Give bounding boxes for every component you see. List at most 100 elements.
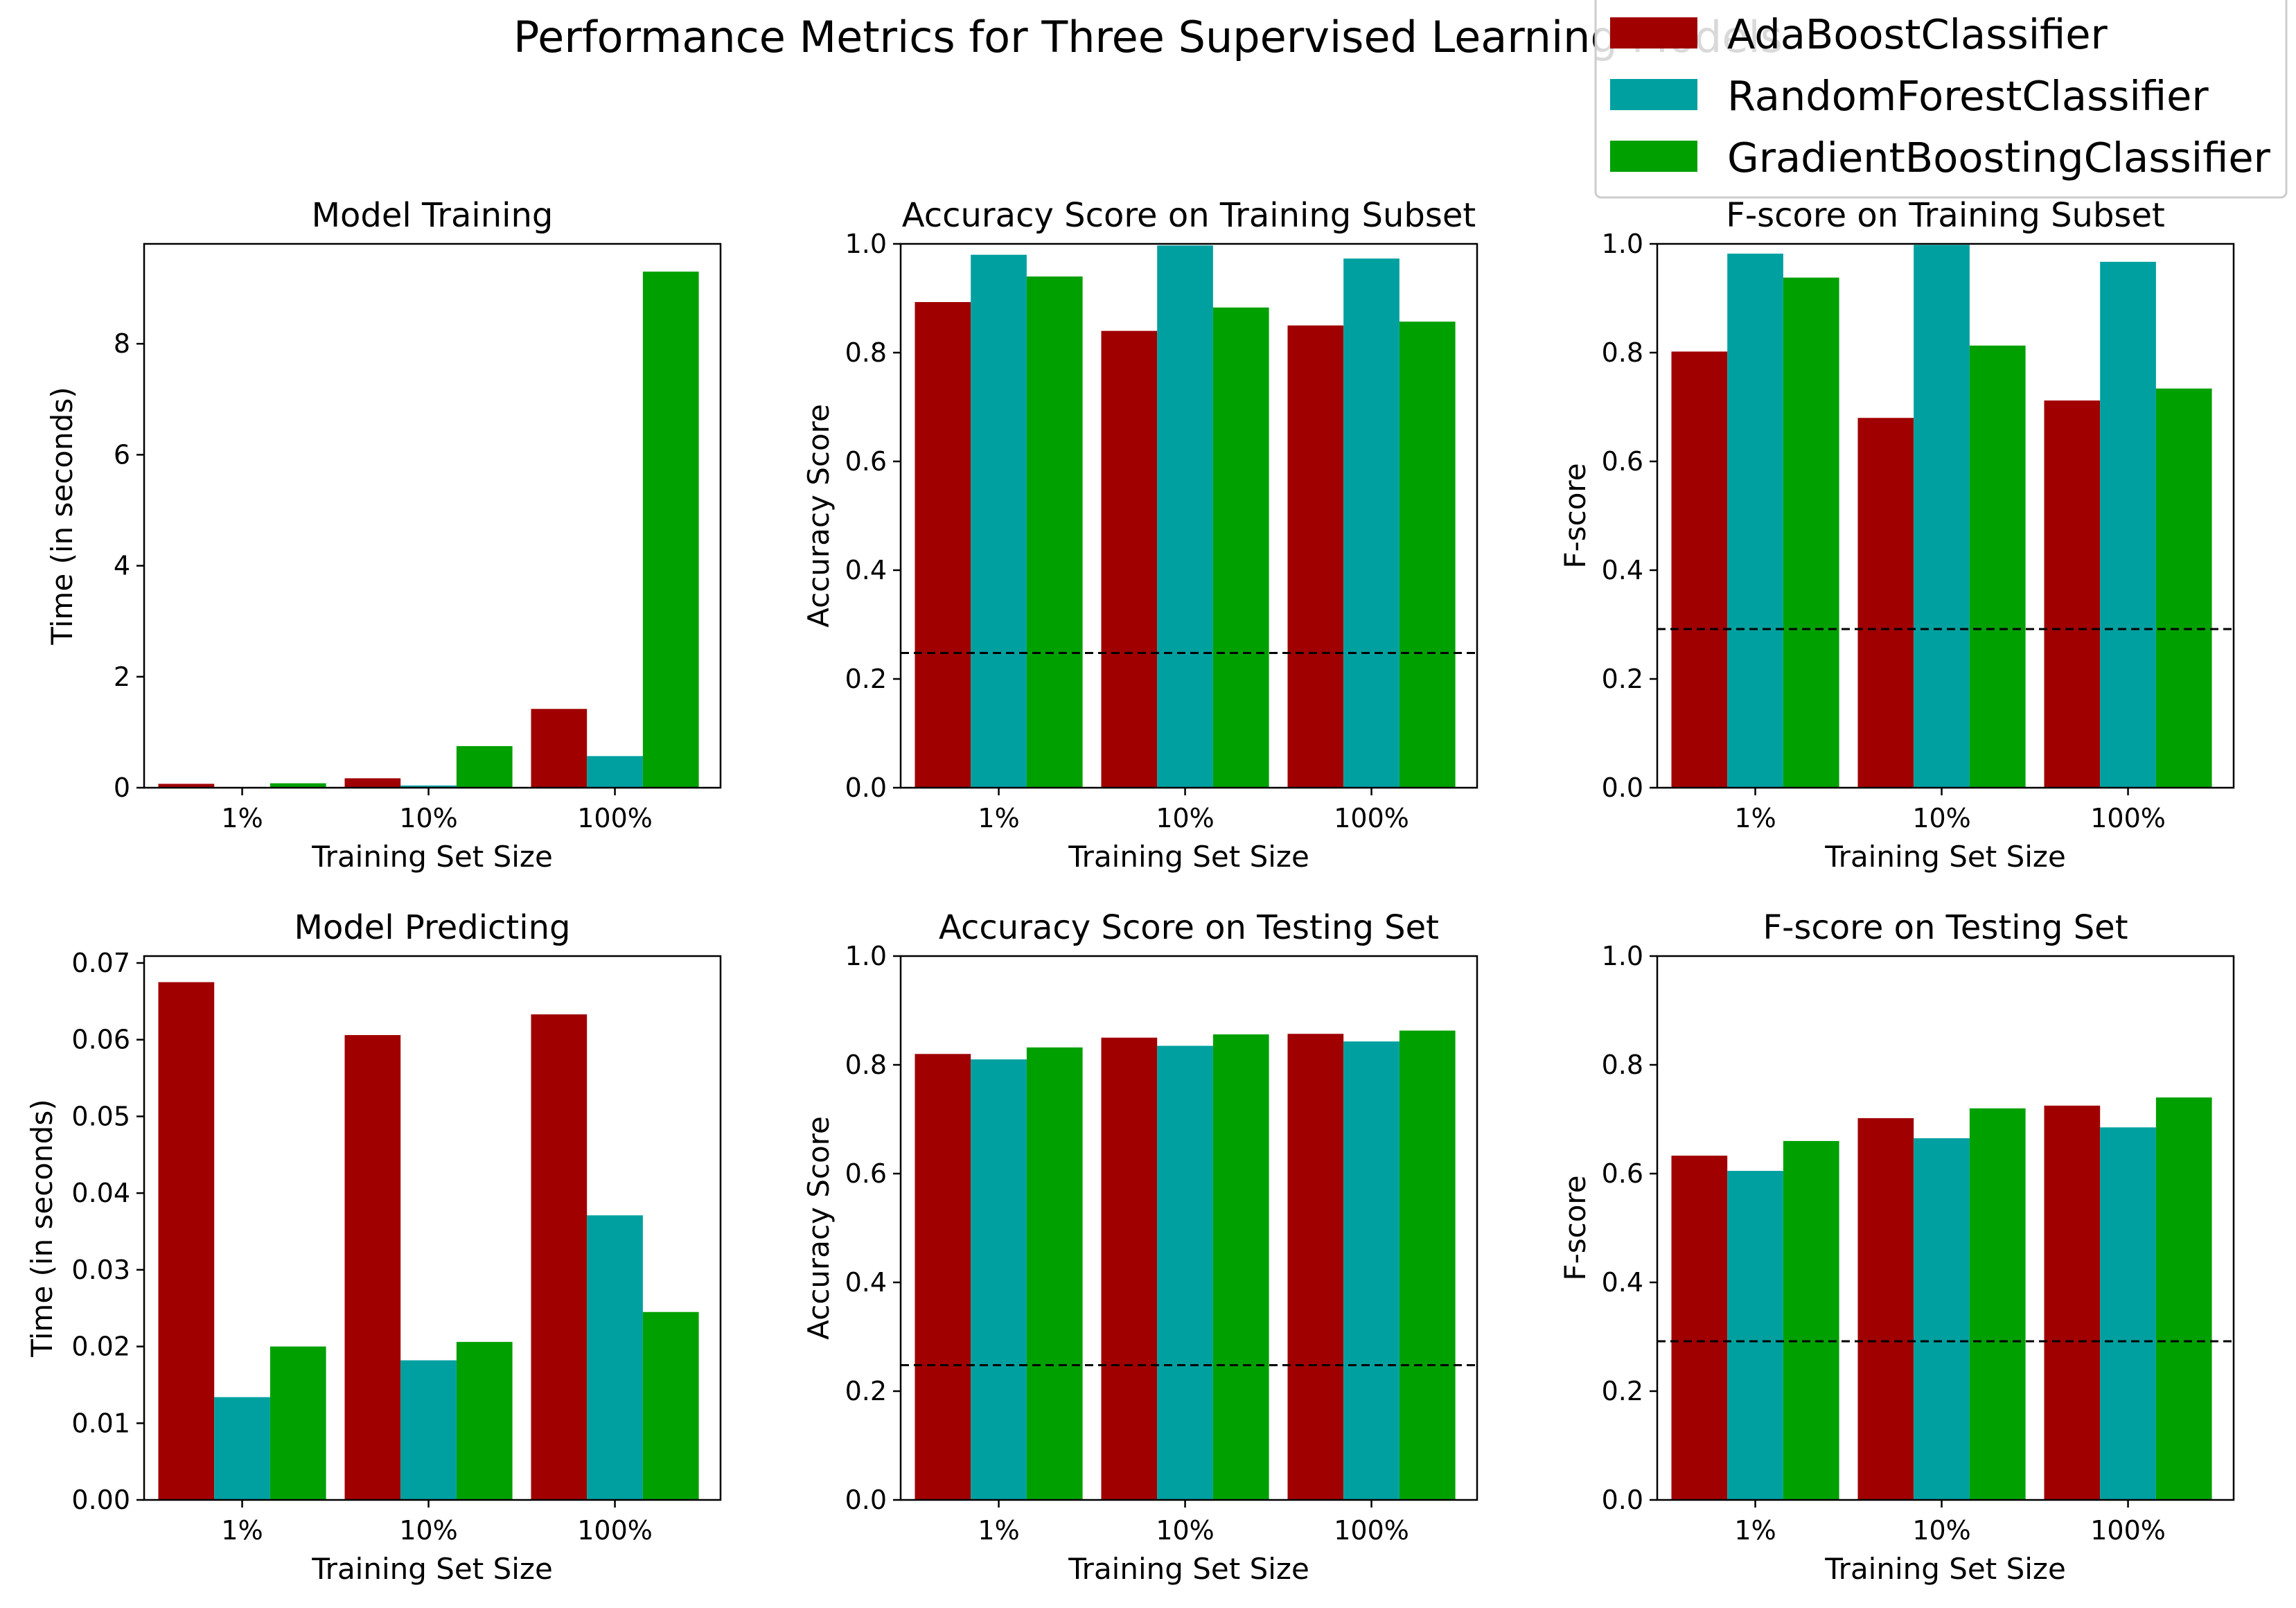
x-tick-label: 10% [1912,803,1970,833]
bar-RandomForestClassifier-1pct [1727,1171,1783,1500]
x-tick-label: 10% [1912,1515,1970,1546]
subplot-title: Model Predicting [294,908,571,947]
bar-RandomForestClassifier-10pct [400,785,457,788]
bar-RandomForestClassifier-1pct [971,1059,1027,1500]
y-tick-label: 0.6 [1602,446,1643,477]
x-tick-label: 1% [978,803,1019,833]
legend-swatch [1610,141,1697,172]
y-tick-label: 0.2 [1602,664,1643,694]
bar-AdaBoostClassifier-1pct [1671,351,1728,788]
legend-label: RandomForestClassifier [1727,72,2209,120]
subplot-title: F-score on Training Subset [1726,196,2165,235]
legend-label: AdaBoostClassifier [1727,10,2108,58]
bar-AdaBoostClassifier-1pct [915,301,971,788]
y-tick-label: 0.00 [71,1485,130,1515]
y-tick-label: 0.4 [1602,555,1643,585]
bar-AdaBoostClassifier-100pct [1287,1034,1344,1500]
x-tick-label: 100% [577,803,653,833]
bar-RandomForestClassifier-10pct [1914,245,1970,788]
x-tick-label: 100% [1334,803,1409,833]
bar-GradientBoostingClassifier-100pct [642,1311,699,1500]
y-tick-label: 8 [114,328,130,359]
axes-frame [143,242,722,789]
bar-GradientBoostingClassifier-10pct [1212,307,1269,788]
y-tick-label: 0.0 [1602,1485,1643,1515]
legend-box [1594,0,2288,199]
bar-GradientBoostingClassifier-1pct [1783,1140,1839,1500]
y-tick-label: 1.0 [1602,941,1643,971]
bar-RandomForestClassifier-1pct [971,254,1027,788]
bar-GradientBoostingClassifier-1pct [1783,277,1839,788]
bar-AdaBoostClassifier-1pct [915,1054,971,1500]
y-tick-label: 0.6 [1602,1158,1643,1189]
legend-label: GradientBoostingClassifier [1727,134,2271,182]
bar-RandomForestClassifier-100pct [1343,258,1399,788]
y-axis-label: Accuracy Score [802,404,836,628]
bar-GradientBoostingClassifier-10pct [1212,1034,1269,1500]
y-tick-label: 4 [114,551,130,581]
y-tick-label: 0.4 [1602,1267,1643,1298]
bar-GradientBoostingClassifier-10pct [456,1341,513,1500]
bar-RandomForestClassifier-1pct [214,1397,270,1500]
figure-title: Performance Metrics for Three Supervised… [513,12,1783,62]
y-tick-label: 0.0 [1602,772,1643,803]
x-axis-label: Training Set Size [1068,1552,1309,1586]
y-tick-label: 0.6 [845,1158,887,1189]
y-tick-label: 0.4 [845,1267,887,1298]
x-axis-label: Training Set Size [311,1552,553,1586]
x-tick-label: 1% [1734,803,1776,833]
x-axis-label: Training Set Size [311,840,553,874]
x-tick-label: 1% [978,1515,1019,1546]
subplots: 0 2 4 6 8 1% 10% 100% Model Training Training Set… [25,196,2235,1586]
y-tick-label: 0.03 [71,1255,130,1285]
bar-RandomForestClassifier-100pct [1343,1041,1399,1500]
y-axis-label: Time (in seconds) [45,387,79,645]
x-tick-label: 100% [2090,1515,2166,1546]
y-tick-label: 2 [114,662,130,692]
bar-RandomForestClassifier-100pct [2100,1127,2156,1500]
x-tick-label: 1% [221,803,263,833]
bar-AdaBoostClassifier-10pct [1857,418,1914,788]
y-tick-label: 0.2 [845,664,887,694]
legend-swatch [1610,17,1697,48]
y-tick-label: 0 [114,772,130,803]
x-tick-label: 1% [1734,1515,1776,1546]
bar-AdaBoostClassifier-100pct [531,1014,588,1500]
y-tick-label: 0.8 [1602,1050,1643,1080]
x-tick-label: 10% [399,803,457,833]
axes-frame [899,242,1478,789]
x-tick-label: 100% [1334,1515,1409,1546]
legend-swatch [1610,79,1697,110]
bar-AdaBoostClassifier-10pct [344,1035,401,1500]
y-tick-label: 0.2 [1602,1376,1643,1406]
bar-GradientBoostingClassifier-10pct [1969,1108,2026,1500]
bar-AdaBoostClassifier-10pct [344,778,401,788]
bar-AdaBoostClassifier-10pct [1101,1037,1158,1500]
subplot-6: 0.0 0.2 0.4 0.6 0.8 1.0 1% 10% 100% F-score on Te… [1558,908,2235,1586]
bar-AdaBoostClassifier-100pct [1287,325,1344,788]
y-tick-label: 1.0 [1602,229,1643,259]
y-axis-label: Time (in seconds) [25,1099,59,1357]
x-tick-label: 1% [221,1515,263,1546]
y-axis-label: F-score [1558,1175,1592,1280]
y-axis-label: Accuracy Score [802,1116,836,1340]
bar-RandomForestClassifier-10pct [1914,1138,1970,1500]
bar-AdaBoostClassifier-100pct [2044,1105,2101,1500]
subplot-title: Model Training [312,196,554,235]
bar-AdaBoostClassifier-1pct [1671,1156,1728,1500]
bar-AdaBoostClassifier-10pct [1101,330,1158,788]
bar-AdaBoostClassifier-10pct [1857,1117,1914,1500]
bar-GradientBoostingClassifier-100pct [2155,388,2212,788]
bar-AdaBoostClassifier-1pct [158,784,215,788]
x-axis-label: Training Set Size [1824,840,2066,874]
bar-AdaBoostClassifier-100pct [531,709,588,788]
bar-GradientBoostingClassifier-1pct [270,783,326,788]
subplot-3: 0.0 0.2 0.4 0.6 0.8 1.0 1% 10% 100% F-score on Tr… [1558,196,2235,874]
y-tick-label: 0.8 [845,337,887,368]
bar-GradientBoostingClassifier-100pct [1399,321,1456,788]
bar-GradientBoostingClassifier-100pct [2155,1097,2212,1500]
y-tick-label: 0.6 [845,446,887,477]
y-tick-label: 0.0 [845,772,887,803]
x-tick-label: 10% [399,1515,457,1546]
